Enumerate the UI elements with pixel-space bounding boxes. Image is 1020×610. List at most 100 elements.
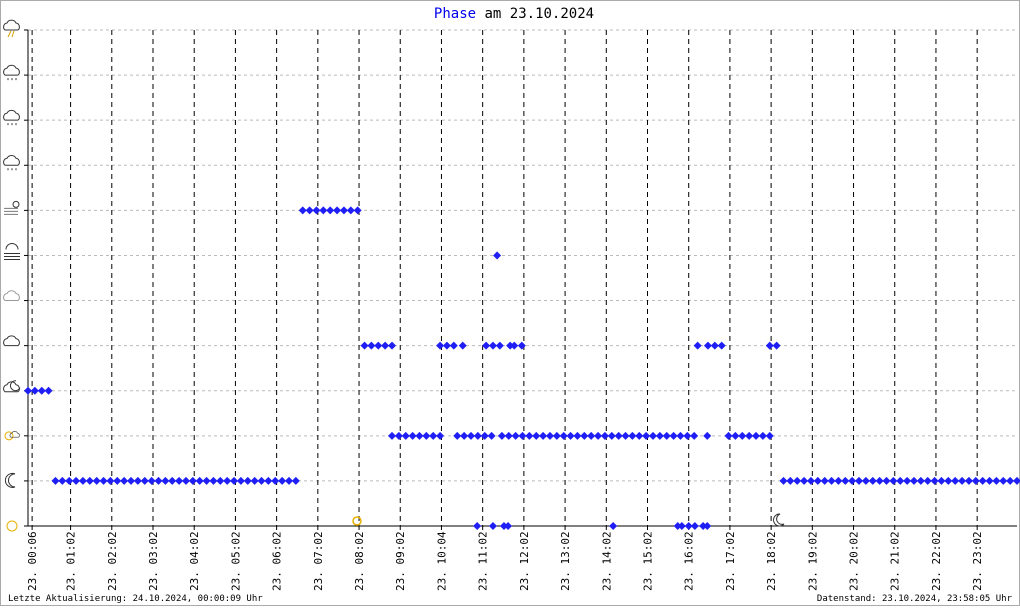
point [353, 206, 362, 215]
point [600, 431, 609, 440]
x-tick-label: 23. 13:02 [559, 531, 572, 591]
title-date: am 23.10.2024 [485, 6, 595, 22]
point [367, 341, 376, 350]
point [690, 522, 699, 530]
point [113, 476, 122, 485]
sun [12, 200, 20, 208]
point [889, 476, 898, 485]
point [99, 476, 108, 485]
point [621, 431, 630, 440]
point [999, 476, 1008, 485]
point [594, 431, 603, 440]
point [506, 341, 515, 350]
point [800, 476, 809, 485]
point [710, 341, 719, 350]
point [848, 476, 857, 485]
y-tick-icon [3, 335, 20, 347]
point [92, 476, 101, 485]
footer-right: Datenstand: 23.10.2024, 23:58:05 Uhr [817, 594, 1013, 604]
y-tick-icon [3, 290, 20, 302]
point [738, 431, 747, 440]
cloud [3, 335, 20, 347]
point [525, 431, 534, 440]
y-tick-icon [4, 431, 20, 441]
y-tick-icon [6, 520, 18, 532]
point [517, 341, 526, 350]
point [834, 476, 843, 485]
footer-left: Letzte Aktualisierung: 24.10.2024, 00:00… [8, 594, 263, 604]
point [175, 476, 184, 485]
y-tick-icon [3, 380, 21, 393]
point [518, 431, 527, 440]
x-tick-label: 23. 11:02 [477, 531, 490, 591]
point [690, 431, 699, 440]
point [202, 476, 211, 485]
y-tick-icon [4, 242, 20, 260]
point [909, 476, 918, 485]
point [264, 476, 273, 485]
point [24, 386, 32, 395]
x-tick-label: 23. 20:02 [848, 531, 861, 591]
point [552, 431, 561, 440]
point [305, 206, 314, 215]
x-tick-label: 23. 19:02 [806, 531, 819, 591]
point [278, 476, 287, 485]
point [374, 341, 383, 350]
cloud [3, 19, 20, 31]
point [120, 476, 129, 485]
point [250, 476, 259, 485]
point [346, 206, 355, 215]
point [684, 522, 693, 530]
point [72, 476, 81, 485]
point [827, 476, 836, 485]
point [703, 341, 712, 350]
point [429, 431, 438, 440]
y-tick-icon [4, 200, 20, 215]
point [758, 431, 767, 440]
point [779, 476, 788, 485]
point [436, 431, 445, 440]
point [944, 476, 953, 485]
point [271, 476, 280, 485]
point [394, 431, 403, 440]
drops [7, 30, 15, 38]
point [181, 476, 190, 485]
point [676, 431, 685, 440]
point [243, 476, 252, 485]
point [896, 476, 905, 485]
point [388, 431, 397, 440]
point [992, 476, 1001, 485]
point [466, 431, 475, 440]
point [772, 341, 781, 350]
point [140, 476, 149, 485]
point [971, 476, 980, 485]
point [566, 431, 575, 440]
point [458, 341, 467, 350]
point [319, 206, 328, 215]
point [422, 431, 431, 440]
point [752, 431, 761, 440]
point [951, 476, 960, 485]
x-tick-label: 23. 16:02 [683, 531, 696, 591]
point [745, 431, 754, 440]
point [257, 476, 266, 485]
point [545, 431, 554, 440]
x-tick-label: 23. 08:02 [353, 531, 366, 591]
point [44, 386, 53, 395]
point [298, 206, 307, 215]
point [442, 341, 451, 350]
point [532, 431, 541, 440]
y-tick-icon [3, 64, 20, 81]
point [573, 431, 582, 440]
point [168, 476, 177, 485]
point [724, 431, 733, 440]
point [903, 476, 912, 485]
x-tick-label: 23. 10:04 [435, 531, 448, 591]
point [133, 476, 142, 485]
point [326, 206, 335, 215]
x-tick-label: 23. 06:02 [271, 531, 284, 591]
point [813, 476, 822, 485]
moon [9, 380, 21, 392]
point [188, 476, 197, 485]
